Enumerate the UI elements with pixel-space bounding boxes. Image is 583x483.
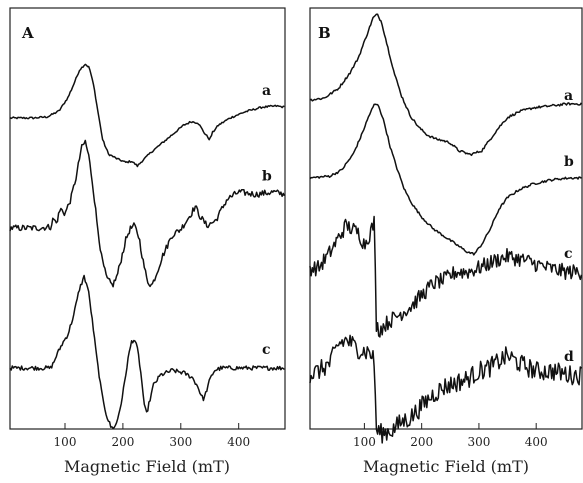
x-tick-label-100: 100: [353, 435, 376, 449]
trace-d: [309, 334, 582, 444]
trace-label-a: a: [564, 88, 573, 104]
panel-b-x-axis: 100 200 300 400: [353, 423, 548, 449]
x-tick-label-300: 300: [169, 435, 192, 449]
panel-b-trace-labels: a b c d: [564, 88, 574, 365]
trace-c: [309, 215, 583, 338]
x-tick-label-400: 400: [227, 435, 250, 449]
trace-b: [9, 139, 286, 288]
panel-b-x-axis-title: Magnetic Field (mT): [363, 457, 529, 476]
panel-a: A 100 200 300 400 a b c Magnetic Field (mT): [9, 7, 286, 476]
trace-c: [9, 274, 285, 430]
trace-b: [309, 103, 582, 256]
trace-a: [309, 13, 583, 157]
panel-a-x-axis: 100 200 300 400: [54, 423, 250, 449]
x-tick-label-300: 300: [467, 435, 490, 449]
trace-label-b: b: [564, 154, 574, 170]
panel-a-traces: [9, 63, 286, 430]
panel-a-label: A: [21, 24, 34, 42]
panel-a-x-axis-title: Magnetic Field (mT): [64, 457, 230, 476]
trace-label-c: c: [564, 246, 573, 262]
panel-b-traces: [309, 13, 583, 444]
trace-label-d: d: [564, 349, 574, 365]
panel-b-frame: [309, 7, 583, 430]
x-tick-label-200: 200: [410, 435, 433, 449]
trace-label-a: a: [262, 83, 271, 99]
trace-a: [9, 63, 285, 168]
panel-a-frame: [9, 7, 286, 430]
panel-b: B 100 200 300 400 a b c d Magnetic Field (mT): [309, 7, 583, 476]
x-tick-label-200: 200: [111, 435, 134, 449]
trace-label-b: b: [262, 168, 272, 184]
x-tick-label-100: 100: [54, 435, 77, 449]
x-tick-label-400: 400: [525, 435, 548, 449]
trace-label-c: c: [262, 342, 271, 358]
panel-a-trace-labels: a b c: [262, 83, 272, 358]
panel-b-label: B: [318, 24, 331, 42]
